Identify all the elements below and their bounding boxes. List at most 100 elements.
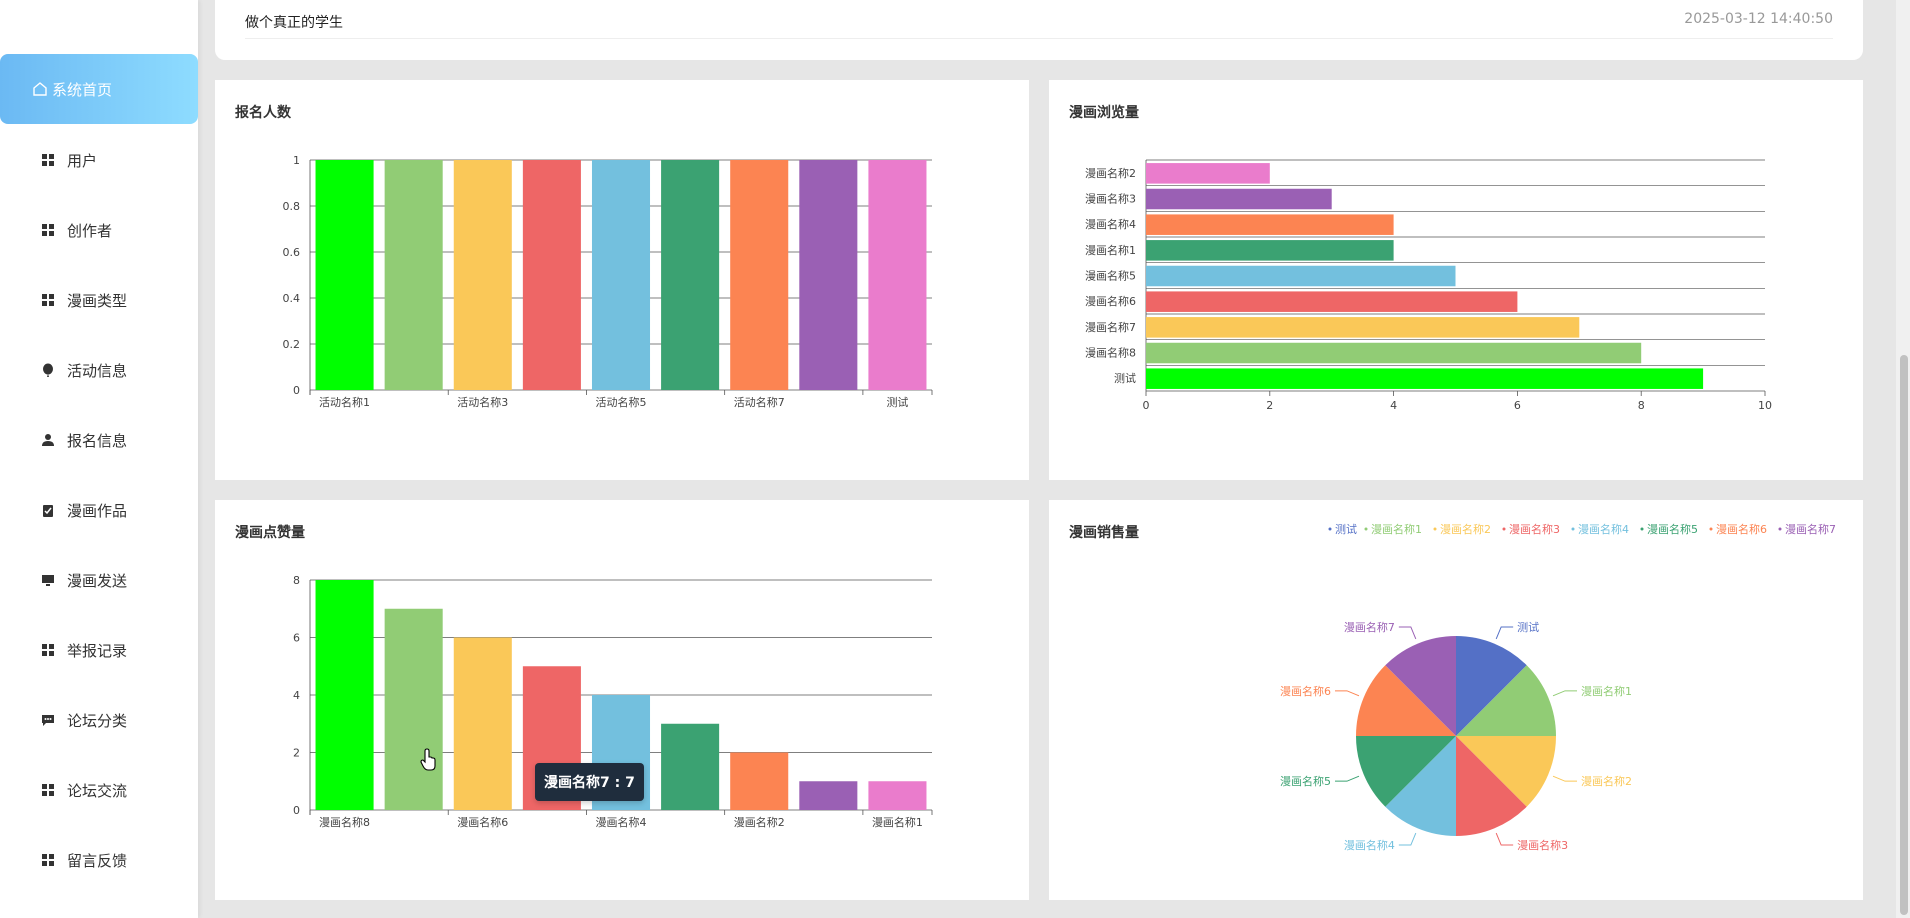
pie-slice[interactable] <box>1356 736 1456 807</box>
chart-title: 报名人数 <box>235 105 291 121</box>
y-tick-label: 8 <box>293 574 300 587</box>
y-tick-label: 漫画名称3 <box>1085 192 1136 206</box>
pie-label-line <box>1334 690 1360 697</box>
sidebar-item-10[interactable]: 论坛交流 <box>0 767 198 813</box>
bar[interactable] <box>1146 240 1394 261</box>
bar[interactable] <box>384 160 443 390</box>
x-tick-label: 6 <box>1514 399 1521 412</box>
balloon-icon <box>41 363 55 377</box>
legend-item[interactable]: 漫画名称3 <box>1509 522 1560 536</box>
scrollbar-thumb[interactable] <box>1900 355 1908 915</box>
sidebar-item-3[interactable]: 漫画类型 <box>0 277 198 323</box>
x-tick-label: 0 <box>1143 399 1150 412</box>
y-tick-label: 漫画名称7 <box>1085 320 1136 334</box>
bar[interactable] <box>591 160 651 390</box>
grid-icon <box>41 853 55 867</box>
bar[interactable] <box>868 160 927 390</box>
sidebar-item-label: 举报记录 <box>67 641 128 660</box>
bar[interactable] <box>1146 368 1704 389</box>
pie-label: 漫画名称5 <box>1280 774 1331 788</box>
legend-item[interactable]: 漫画名称7 <box>1785 522 1836 536</box>
y-tick-label: 1 <box>293 154 300 167</box>
legend-item[interactable]: 测试 <box>1335 523 1357 536</box>
bar[interactable] <box>315 160 374 390</box>
pie-slice[interactable] <box>1385 736 1456 836</box>
bar[interactable] <box>661 160 720 390</box>
y-tick-label: 2 <box>293 747 300 760</box>
bar[interactable] <box>1146 317 1580 338</box>
chart-tooltip: 漫画名称7 : 7 <box>535 763 644 801</box>
scrollbar-track[interactable] <box>1896 0 1910 918</box>
y-tick-label: 漫画名称5 <box>1085 269 1136 283</box>
legend-marker[interactable] <box>1433 527 1437 531</box>
bar[interactable] <box>661 723 720 810</box>
pie-slice[interactable] <box>1356 665 1456 736</box>
bar[interactable] <box>1146 342 1642 364</box>
sidebar-item-9[interactable]: 论坛分类 <box>0 697 198 743</box>
grid-icon <box>41 153 55 167</box>
sidebar-item-7[interactable]: 漫画发送 <box>0 557 198 603</box>
y-tick-label: 0 <box>293 384 300 397</box>
sidebar-item-4[interactable]: 活动信息 <box>0 347 198 393</box>
notice-time: 2025-03-12 14:40:50 <box>1684 11 1833 27</box>
notice-title[interactable]: 做个真正的学生 <box>245 15 343 31</box>
grid-icon <box>41 783 55 797</box>
pie-label: 漫画名称2 <box>1581 774 1632 788</box>
bar[interactable] <box>1146 214 1394 235</box>
legend-marker[interactable] <box>1709 527 1713 531</box>
sidebar-item-5[interactable]: 报名信息 <box>0 417 198 463</box>
sidebar-item-1[interactable]: 用户 <box>0 137 198 183</box>
pie-slice[interactable] <box>1456 665 1556 736</box>
legend-marker[interactable] <box>1640 527 1644 531</box>
bar[interactable] <box>453 160 512 390</box>
bar[interactable] <box>1146 291 1518 312</box>
sidebar-item-2[interactable]: 创作者 <box>0 207 198 253</box>
legend-marker[interactable] <box>1328 527 1332 531</box>
legend-item[interactable]: 漫画名称4 <box>1578 522 1629 536</box>
person-icon <box>41 433 55 447</box>
chart-card-views: 漫画浏览量 测试 漫画名称8 漫画名称7 漫画名称6 漫画名称5 漫画名称1 漫画名称4 漫画… <box>1049 80 1863 480</box>
chart-card-signups: 报名人数 0 0.2 0.4 0.6 0.8 1 活动名称1 活动名称3 活动名称5 活动名称7 测… <box>215 80 1029 480</box>
bar[interactable] <box>1146 265 1456 287</box>
pie-slice[interactable] <box>1385 636 1456 736</box>
legend-item[interactable]: 漫画名称6 <box>1716 522 1767 536</box>
bar[interactable] <box>315 580 374 810</box>
sidebar-item-11[interactable]: 留言反馈 <box>0 837 198 883</box>
x-tick-label: 10 <box>1758 399 1772 412</box>
x-tick-label: 测试 <box>886 396 908 409</box>
legend-marker[interactable] <box>1778 527 1782 531</box>
sidebar-item-label: 创作者 <box>67 221 113 240</box>
sidebar-item-6[interactable]: 漫画作品 <box>0 487 198 533</box>
pie-label: 漫画名称6 <box>1280 684 1331 698</box>
bar[interactable] <box>730 752 789 811</box>
sidebar-item-8[interactable]: 举报记录 <box>0 627 198 673</box>
legend-marker[interactable] <box>1364 527 1368 531</box>
pie-slice[interactable] <box>1456 736 1527 836</box>
sidebar-item-label: 系统首页 <box>52 80 113 99</box>
bar[interactable] <box>1146 163 1270 184</box>
legend-marker[interactable] <box>1571 527 1575 531</box>
bar[interactable] <box>1146 188 1332 210</box>
bar[interactable] <box>799 160 858 390</box>
bar[interactable] <box>799 781 858 810</box>
legend-item[interactable]: 漫画名称2 <box>1440 522 1491 536</box>
bar[interactable] <box>522 160 581 390</box>
sidebar-item-home[interactable]: 系统首页 <box>0 54 198 124</box>
x-tick-label: 活动名称1 <box>319 395 370 409</box>
sidebar-item-label: 留言反馈 <box>67 851 128 870</box>
x-tick-label: 漫画名称1 <box>872 815 923 829</box>
legend-item[interactable]: 漫画名称5 <box>1647 522 1698 536</box>
legend-item[interactable]: 漫画名称1 <box>1371 522 1422 536</box>
bar[interactable] <box>868 781 927 810</box>
hand-cursor-icon <box>420 748 436 771</box>
legend-marker[interactable] <box>1502 527 1506 531</box>
bar[interactable] <box>384 608 443 810</box>
sidebar-item-label: 活动信息 <box>67 361 128 380</box>
x-tick-label: 活动名称5 <box>596 395 647 409</box>
pie-slice[interactable] <box>1456 736 1556 807</box>
sidebar: 系统首页 用户创作者漫画类型活动信息报名信息漫画作品漫画发送举报记录论坛分类论坛… <box>0 0 198 918</box>
y-tick-label: 测试 <box>1114 372 1136 385</box>
pie-slice[interactable] <box>1456 636 1527 736</box>
bar[interactable] <box>453 637 512 811</box>
bar[interactable] <box>730 160 789 390</box>
